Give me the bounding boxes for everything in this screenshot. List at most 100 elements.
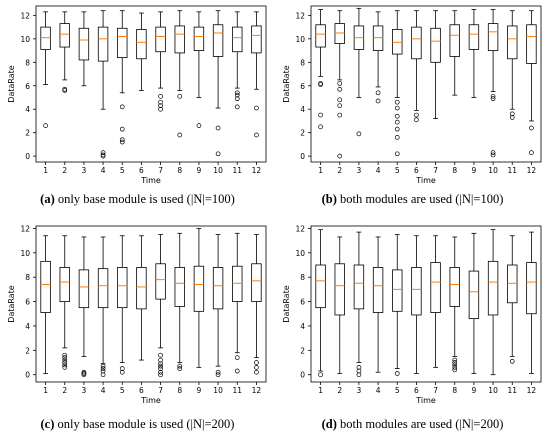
box-4	[372, 11, 384, 104]
outlier-point	[62, 362, 68, 368]
caption-d-text: both modules are used (|N|=200)	[336, 417, 504, 431]
x-tick-label: 5	[120, 386, 125, 395]
box-iqr	[136, 267, 147, 310]
x-tick-label: 4	[376, 386, 381, 395]
x-tick-label: 7	[158, 386, 163, 395]
y-tick-label: 2	[300, 129, 305, 138]
outlier-point	[452, 362, 458, 368]
box-12	[526, 231, 537, 374]
outlier-point	[254, 105, 259, 111]
outlier-point	[337, 97, 343, 103]
box-6	[411, 10, 422, 123]
caption-c: (c) only base module is used (|N|=200)	[0, 417, 275, 432]
box-iqr	[97, 26, 109, 62]
x-tick-label: 4	[376, 166, 381, 175]
outlier-point	[234, 90, 240, 96]
outlier-point	[254, 132, 259, 138]
outlier-point	[394, 135, 400, 140]
x-tick-label: 7	[433, 386, 438, 395]
box-4	[97, 236, 109, 378]
outlier-point	[318, 112, 323, 118]
y-tick-label: 4	[25, 105, 30, 114]
y-tick-label: 6	[25, 298, 30, 307]
box-iqr	[78, 27, 90, 61]
outlier-point	[490, 93, 496, 99]
y-tick-label: 4	[300, 105, 305, 114]
box-1	[315, 9, 326, 130]
box-iqr	[59, 23, 70, 48]
box-10	[212, 234, 224, 378]
y-tick-label: 6	[300, 298, 305, 307]
box-1	[40, 235, 51, 374]
x-tick-label: 3	[82, 386, 87, 395]
box-4	[97, 10, 109, 159]
outlier-point	[158, 93, 163, 99]
plot-frame	[35, 5, 267, 163]
outlier-point	[62, 357, 68, 363]
outlier-point	[375, 98, 381, 104]
box-iqr	[315, 24, 326, 48]
y-tick-label: 0	[300, 371, 305, 380]
outlier-point	[158, 99, 163, 105]
y-tick-label: 8	[300, 58, 305, 67]
box-iqr	[334, 263, 345, 316]
x-axis-label: Time	[415, 396, 436, 405]
outlier-point	[375, 90, 381, 96]
outlier-point	[452, 365, 458, 370]
outlier-point	[158, 369, 163, 375]
box-5	[117, 10, 128, 145]
x-tick-label: 2	[62, 166, 67, 175]
outlier-point	[158, 361, 163, 367]
y-tick-label: 4	[300, 322, 305, 331]
y-tick-label: 6	[300, 82, 305, 91]
box-iqr	[507, 264, 518, 304]
caption-d-letter: (d)	[321, 417, 337, 431]
caption-d: (d) both modules are used (|N|=200)	[275, 417, 550, 432]
outlier-point	[177, 132, 183, 138]
box-iqr	[251, 263, 262, 302]
box-7	[155, 234, 166, 378]
box-5	[392, 10, 403, 157]
outlier-point	[119, 139, 125, 145]
box-2	[334, 236, 345, 374]
y-tick-label: 12	[20, 11, 30, 20]
x-tick-label: 11	[232, 386, 242, 395]
box-iqr	[59, 267, 70, 302]
outlier-point	[394, 371, 400, 376]
x-tick-label: 6	[414, 386, 419, 395]
y-tick-label: 8	[300, 273, 305, 282]
box-iqr	[468, 24, 480, 50]
box-iqr	[117, 27, 128, 59]
outlier-point	[254, 365, 259, 370]
x-tick-label: 5	[395, 166, 400, 175]
box-3	[353, 231, 365, 378]
box-iqr	[353, 264, 365, 310]
box-iqr	[117, 267, 128, 309]
box-12	[251, 234, 262, 375]
box-iqr	[155, 26, 166, 53]
outlier-point	[158, 372, 163, 378]
caption-b-letter: (b)	[321, 192, 337, 206]
box-7	[430, 10, 441, 120]
outlier-point	[158, 363, 163, 369]
outlier-point	[234, 368, 240, 374]
x-tick-label: 8	[452, 386, 457, 395]
outlier-point	[119, 104, 125, 110]
outlier-point	[490, 152, 496, 158]
box-iqr	[315, 264, 326, 309]
outlier-point	[215, 151, 221, 157]
box-8	[174, 232, 185, 371]
outlier-point	[490, 96, 496, 102]
outlier-point	[158, 103, 163, 109]
outlier-point	[490, 150, 496, 155]
outlier-point	[215, 125, 221, 131]
x-tick-label: 1	[318, 386, 323, 395]
box-iqr	[40, 26, 51, 50]
y-tick-label: 2	[25, 129, 30, 138]
x-tick-label: 9	[472, 386, 477, 395]
outlier-point	[414, 112, 419, 118]
x-tick-label: 9	[472, 166, 477, 175]
